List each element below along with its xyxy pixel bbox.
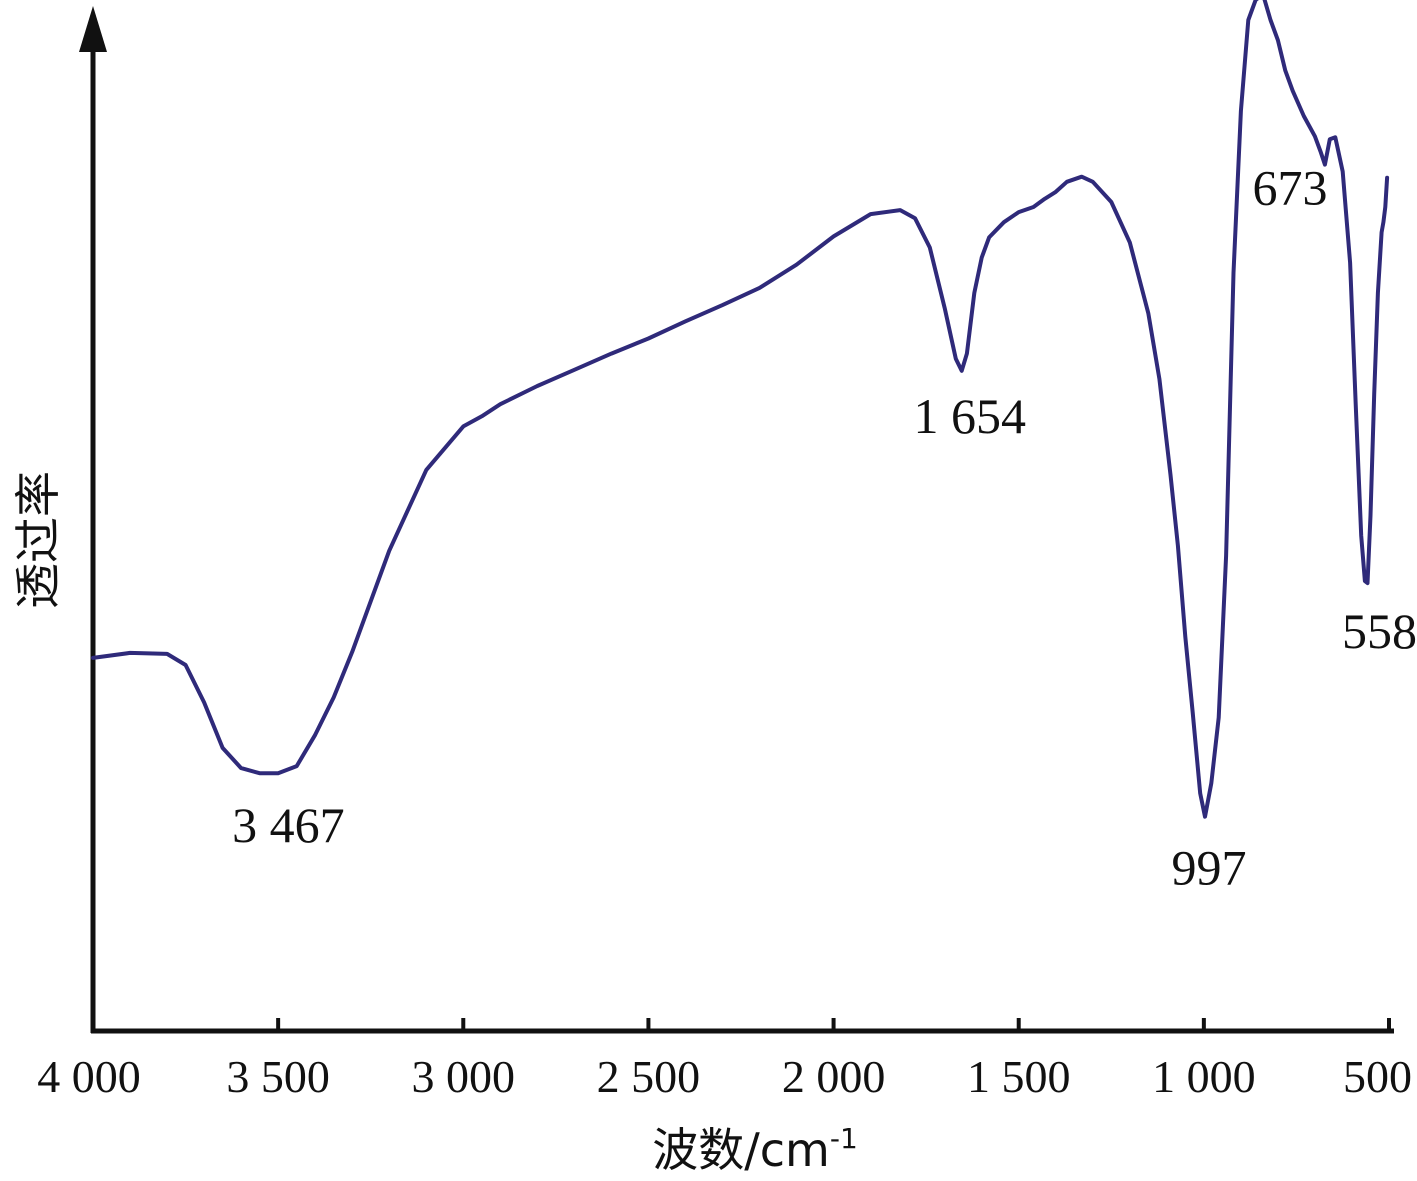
axes xyxy=(79,6,1394,1034)
x-tick-label: 2 500 xyxy=(597,1051,701,1102)
x-tick-labels: 4 000 3 500 3 000 2 500 2 000 1 500 1 000 500 xyxy=(37,1051,1412,1102)
x-axis-title-superscript: -1 xyxy=(830,1122,858,1155)
x-tick-label: 3 000 xyxy=(412,1051,516,1102)
peak-label: 3 467 xyxy=(232,797,345,853)
x-tick-label: 1 000 xyxy=(1152,1051,1256,1102)
x-axis-title: 波数/cm-1 xyxy=(652,1122,858,1177)
x-tick-label: 2 000 xyxy=(782,1051,886,1102)
y-axis-title: 透过率 xyxy=(11,471,65,609)
x-ticks xyxy=(91,1018,1391,1031)
x-tick-label: 3 500 xyxy=(226,1051,330,1102)
peak-labels: 3 467 1 654 997 673 558 xyxy=(232,160,1417,896)
y-axis-arrow-icon xyxy=(79,6,107,52)
peak-label: 558 xyxy=(1342,603,1417,659)
x-tick-label: 4 000 xyxy=(37,1051,141,1102)
peak-label: 997 xyxy=(1171,840,1246,896)
spectrum-line xyxy=(91,0,1390,819)
x-tick-label: 1 500 xyxy=(967,1051,1071,1102)
x-tick-label: 500 xyxy=(1343,1051,1412,1102)
peak-label: 673 xyxy=(1252,160,1327,216)
peak-label: 1 654 xyxy=(913,388,1026,444)
x-axis-title-main: 波数/cm xyxy=(652,1123,830,1177)
